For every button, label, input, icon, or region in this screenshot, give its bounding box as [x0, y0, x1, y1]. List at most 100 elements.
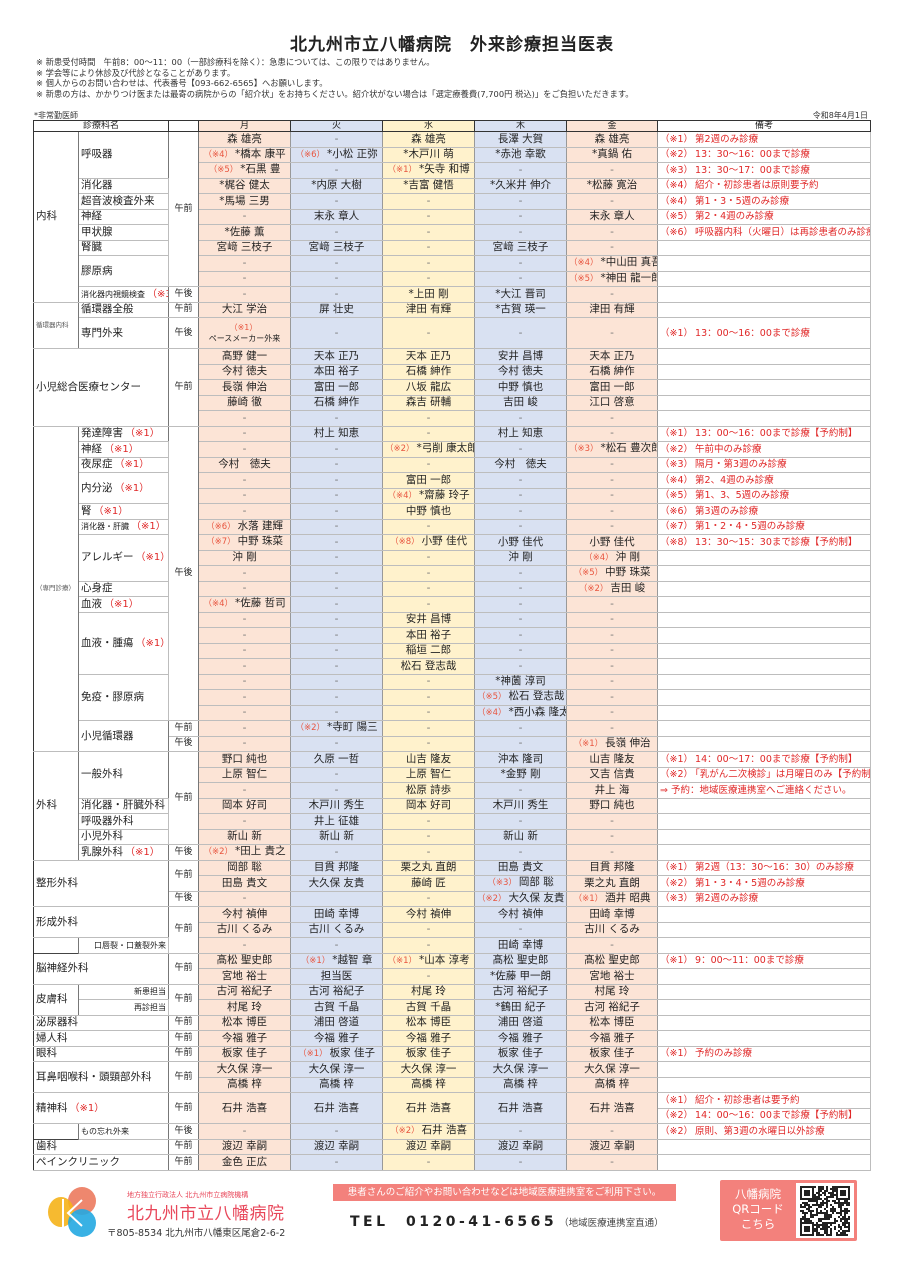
cell-text: 新山 新	[319, 830, 354, 843]
cell-text: 小野 佳代	[589, 535, 635, 548]
session-cell: 午後	[168, 1123, 200, 1140]
doctor-cell-wed: （※1） *矢寺 和博	[382, 162, 476, 179]
doctor-cell-mon: （※4） *佐藤 哲司	[198, 596, 292, 613]
remarks-cell: （※2） 第1・3・4・5週のみ診療	[657, 875, 872, 892]
contact-banner: 患者さんのご紹介やお問い合わせなどは地域医療連携室をご利用下さい。	[333, 1184, 676, 1201]
cell-text: -	[242, 442, 247, 455]
footnote-mark: （※1）	[300, 955, 331, 966]
table-row: 超音波検査外来 *馬場 三男 - - - - （※4） 第1・3・5週のみ診療	[34, 193, 872, 210]
department-cell: 皮膚科	[33, 983, 79, 1016]
doctor-cell-tue: （※2） *寺町 陽三	[290, 720, 384, 737]
doctor-cell-thu: 新山 新	[474, 828, 568, 845]
doctor-cell-mon: *梶谷 健太	[198, 177, 292, 194]
doctor-cell-wed: -	[382, 813, 476, 830]
doctor-cell-thu: -	[474, 813, 568, 830]
doctor-cell-tue: -	[290, 131, 384, 148]
remarks-cell	[657, 844, 872, 861]
cell-text: 松石 登志哉	[508, 690, 565, 703]
cell-text: 板家 佳子	[221, 1047, 268, 1060]
cell-text: 田島 貴文	[221, 876, 268, 889]
table-row: 腎（※1） - - 中野 慎也 - - （※6） 第3週のみ診療	[34, 503, 872, 520]
doctor-cell-tue: -	[290, 487, 384, 504]
qr-code-box[interactable]: 八幡病院 QRコード こちら	[720, 1180, 857, 1241]
doctor-cell-thu: -	[474, 193, 568, 210]
session-cell: 午前	[168, 859, 200, 892]
cell-text: 石橋 紳作	[405, 365, 452, 378]
table-row: 膠原病 - - - - （※4） *中山田 真吾	[34, 255, 872, 287]
footnote-mark: （※1）	[125, 428, 160, 440]
cell-text: 中野 珠菜	[605, 566, 651, 579]
header-thu: 木	[474, 120, 568, 132]
cell-text: -	[334, 1155, 339, 1168]
doctor-cell-wed: *木戸川 萌	[382, 146, 476, 163]
table-row: 内科 呼吸器 午前森 雄亮 - 森 雄亮 長澤 大賀森 雄亮 （※1） 第2週のみ診療	[33, 131, 872, 303]
cell-text: *佐藤 哲司	[234, 597, 286, 610]
remarks-cell: （※2） 原則、第3週の水曜日以外診療	[657, 1123, 872, 1140]
doctor-cell-fri: 栗之丸 直朗	[566, 875, 659, 892]
cell-text: 富田 一郎	[589, 380, 635, 393]
table-row: 沖 剛--沖 剛（※4）沖 剛	[34, 549, 872, 566]
doctor-cell-wed: 石井 浩喜	[382, 1092, 476, 1124]
doctor-cell-wed: -	[382, 239, 476, 256]
doctor-cell-tue: （※6） *小松 正弥	[290, 146, 384, 163]
session-cell: 午後	[168, 890, 200, 907]
cell-text: -	[242, 473, 247, 486]
cell-text: *矢寺 和博	[418, 163, 470, 176]
remarks-cell	[657, 596, 872, 613]
doctor-cell-fri: 野口 純也	[566, 797, 659, 814]
cell-text: 末永 章人	[589, 210, 635, 223]
footnote-mark: （※3）	[147, 288, 168, 300]
cell-text: -	[518, 737, 523, 750]
cell-text: -	[518, 597, 523, 610]
header-wed: 水	[382, 120, 476, 132]
table-row: 藤崎 徹 石橋 紳作 森吉 研輔 吉田 峻 江口 啓意	[34, 394, 872, 411]
qr-code-icon[interactable]	[796, 1183, 854, 1238]
subdepartment-cell: 消化器	[77, 177, 170, 194]
cell-text: 高橋 梓	[319, 1078, 354, 1091]
table-row: 甲状腺 *佐藤 薫 - - - - （※6） 呼吸器内科（火曜日）は再診患者のみ診療	[34, 224, 872, 241]
cell-text: 長澤 大賀	[497, 132, 544, 145]
department-cell	[33, 1123, 79, 1139]
cell-text: -	[518, 1155, 523, 1168]
remarks-cell	[657, 735, 872, 752]
doctor-cell-tue: -	[290, 286, 384, 303]
table-row: 婦人科 午前 今福 雅子 今福 雅子 今福 雅子 今福 雅子 今福 雅子	[32, 1030, 872, 1047]
cell-text: 板家 佳子	[589, 1047, 635, 1060]
doctor-cell-wed: 栗之丸 直朗	[382, 859, 476, 876]
doctor-cell-mon: -	[198, 611, 292, 628]
cell-text: *馬場 三男	[219, 194, 270, 207]
cell-text: -	[610, 194, 614, 207]
cell-text: 紹介・初診患者は要予約	[695, 1094, 800, 1106]
doctor-cell-fri: -	[566, 472, 659, 489]
cell-text: 第2週（13：30～16：30）のみ診療	[695, 862, 854, 874]
session-cell: 午前	[168, 751, 200, 845]
doctor-cell-fri: 古河 裕紀子	[566, 999, 659, 1016]
cell-text: 循環器全般	[81, 303, 134, 316]
remarks-cell	[657, 239, 872, 256]
footnote-mark: （※6）	[206, 521, 236, 532]
footnote-mark: （※3）	[660, 893, 694, 905]
doctor-cell-thu: -	[474, 720, 568, 737]
table-row: 専門外来 午後 （※1） ペースメーカー外来 - - - - （※1） 13：00～16：00まで…	[34, 317, 872, 349]
subdepartment-cell: 乳腺外科 （※1）	[77, 844, 170, 861]
footnote-mark: （※1）	[573, 738, 604, 749]
session-cell: 午前	[168, 1045, 200, 1062]
doctor-cell-thu: -	[474, 270, 568, 287]
table-row: 心身症 - - - - （※2） 吉田 峻	[34, 580, 872, 597]
cell-text: 久原 一哲	[313, 752, 360, 765]
footnote-mark: （※2）	[660, 149, 694, 161]
subdepartment-cell: 腎（※1）	[77, 503, 170, 520]
doctor-cell-thu: *鶴田 紀子	[474, 999, 568, 1016]
doctor-cell-fri: -	[566, 813, 659, 830]
notice-line: ※ 個人からのお問い合わせは、代表番号【093-662-6565】へお願いします…	[36, 78, 328, 89]
department-cell: 婦人科	[32, 1030, 170, 1047]
cell-text: 中野 慎也	[497, 380, 544, 393]
cell-text: -	[610, 1124, 614, 1137]
cell-text: 第1・3・4・5週のみ診療	[695, 877, 805, 889]
cell-text: 午後	[174, 288, 193, 299]
footnote-mark: （※3）	[487, 878, 517, 889]
cell-text: -	[610, 241, 614, 254]
doctor-cell-thu: -	[474, 596, 568, 613]
cell-text: -	[242, 489, 247, 502]
cell-text: -	[426, 520, 431, 533]
